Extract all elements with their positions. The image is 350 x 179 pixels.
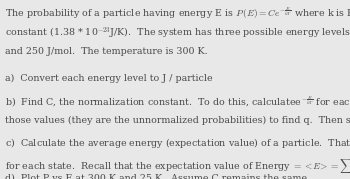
Text: c)  Calculate the average energy (expectation value) of a particle.  That is, su: c) Calculate the average energy (expecta… (5, 136, 350, 151)
Text: those values (they are the unnormalized probabilities) to find q.  Then solve fo: those values (they are the unnormalized … (5, 115, 350, 125)
Text: constant (1.38 * 10$^{-23}$J/K).  The system has three possible energy levels:  : constant (1.38 * 10$^{-23}$J/K). The sys… (5, 26, 350, 41)
Text: The probability of a particle having energy E is $P\,(E) = Ce^{-\frac{E}{kT}}$ w: The probability of a particle having ene… (5, 5, 350, 21)
Text: and 250 J/mol.  The temperature is 300 K.: and 250 J/mol. The temperature is 300 K. (5, 47, 208, 55)
Text: b)  Find C, the normalization constant.  To do this, calculatee$^{-\frac{E}{kT}}: b) Find C, the normalization constant. T… (5, 95, 350, 110)
Text: for each state.  Recall that the expectation value of Energy $= <\!E\!> = \sum (: for each state. Recall that the expectat… (5, 157, 350, 175)
Text: d)  Plot P vs E at 300 K and 25 K.  Assume C remains the same.: d) Plot P vs E at 300 K and 25 K. Assume… (5, 174, 310, 179)
Text: a)  Convert each energy level to J / particle: a) Convert each energy level to J / part… (5, 74, 213, 83)
